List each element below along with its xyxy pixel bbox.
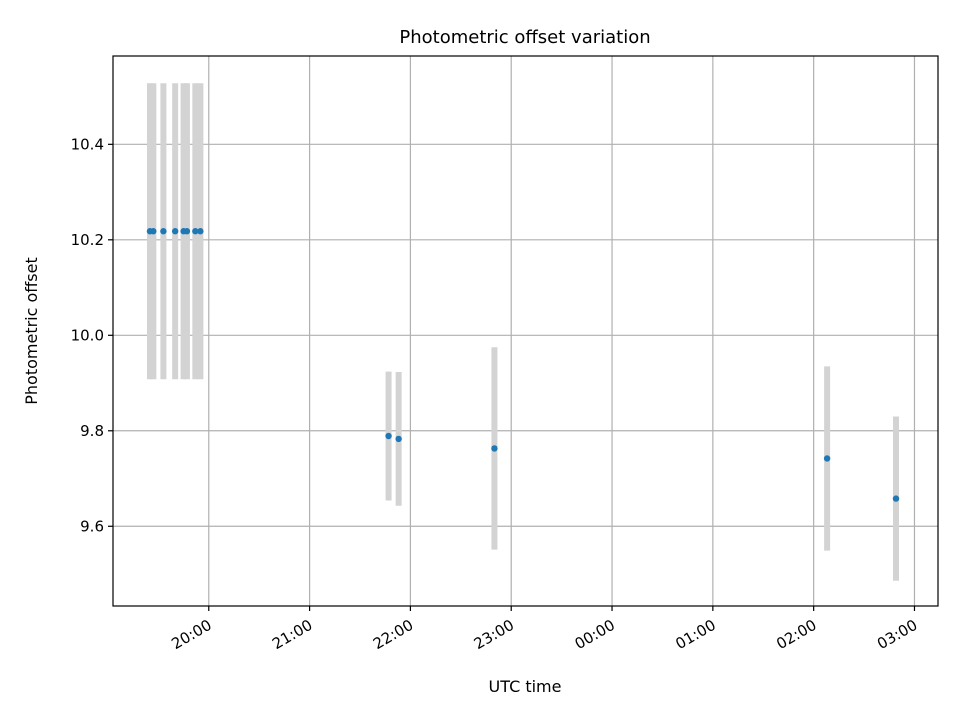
x-axis-title: UTC time	[489, 677, 562, 696]
x-tick-label: 20:00	[168, 616, 214, 653]
y-tick-label: 10.0	[71, 326, 104, 344]
x-tick-label: 01:00	[672, 616, 718, 653]
data-point	[150, 228, 157, 235]
x-axis-ticks: 20:00 21:00 22:00 23:00 00:00 01:00 02:00 03:00	[168, 606, 920, 653]
data-point	[160, 228, 167, 235]
error-bars	[146, 83, 899, 581]
chart-title: Photometric offset variation	[399, 27, 650, 48]
data-point	[823, 455, 831, 462]
data-point	[171, 228, 179, 235]
data-point	[192, 228, 199, 235]
data-points	[146, 228, 900, 502]
y-tick-label: 10.4	[71, 135, 104, 153]
x-tick-label: 21:00	[269, 616, 315, 653]
y-tick-label: 10.2	[71, 231, 104, 249]
plot-frame	[112, 55, 939, 607]
x-tick-label: 00:00	[572, 616, 618, 653]
data-point	[395, 435, 402, 443]
y-tick-label: 9.6	[80, 517, 104, 535]
grid-lines	[113, 56, 938, 606]
data-point	[385, 432, 392, 440]
data-point	[183, 228, 191, 235]
x-tick-label: 23:00	[471, 616, 517, 653]
y-axis-title: Photometric offset	[22, 257, 41, 405]
x-tick-label: 03:00	[874, 616, 920, 653]
x-tick-label: 22:00	[370, 616, 416, 653]
x-tick-label: 02:00	[773, 616, 819, 653]
data-point	[491, 445, 498, 452]
data-point	[197, 228, 204, 235]
data-point	[892, 495, 900, 502]
y-tick-label: 9.8	[80, 422, 104, 440]
y-axis-ticks: 9.6 9.8 10.0 10.2 10.4	[71, 135, 113, 535]
